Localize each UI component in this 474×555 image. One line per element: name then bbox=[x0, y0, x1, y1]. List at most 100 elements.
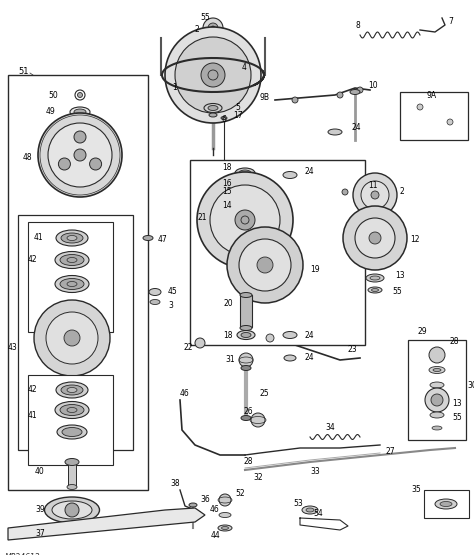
Ellipse shape bbox=[61, 233, 83, 243]
Text: 41: 41 bbox=[33, 234, 43, 243]
Circle shape bbox=[165, 27, 261, 123]
Ellipse shape bbox=[370, 276, 380, 280]
Circle shape bbox=[75, 90, 85, 100]
Text: 55: 55 bbox=[200, 13, 210, 23]
Ellipse shape bbox=[440, 502, 452, 507]
Text: 8: 8 bbox=[356, 21, 360, 29]
Bar bbox=[28, 375, 113, 465]
Text: 32: 32 bbox=[253, 472, 263, 482]
Ellipse shape bbox=[67, 235, 77, 240]
Circle shape bbox=[74, 131, 86, 143]
Text: 46: 46 bbox=[180, 388, 190, 397]
Circle shape bbox=[90, 158, 101, 170]
Text: 26: 26 bbox=[243, 407, 253, 416]
Circle shape bbox=[64, 330, 80, 346]
Ellipse shape bbox=[149, 289, 161, 295]
Text: 9B: 9B bbox=[260, 93, 270, 103]
Text: 50: 50 bbox=[48, 90, 58, 99]
Text: 33: 33 bbox=[310, 467, 320, 477]
Text: 52: 52 bbox=[235, 490, 245, 498]
Ellipse shape bbox=[432, 426, 442, 430]
Ellipse shape bbox=[430, 412, 444, 418]
Text: 55: 55 bbox=[392, 286, 402, 295]
Text: 43: 43 bbox=[8, 344, 18, 352]
Ellipse shape bbox=[241, 332, 251, 337]
Bar bbox=[400, 92, 468, 140]
Circle shape bbox=[353, 173, 397, 217]
Ellipse shape bbox=[57, 425, 87, 439]
Circle shape bbox=[74, 149, 86, 161]
Text: 28: 28 bbox=[243, 457, 253, 467]
Circle shape bbox=[208, 23, 218, 33]
Text: 48: 48 bbox=[22, 154, 32, 163]
Text: 20: 20 bbox=[223, 300, 233, 309]
Text: 13: 13 bbox=[452, 398, 462, 407]
Ellipse shape bbox=[70, 107, 90, 117]
Ellipse shape bbox=[74, 109, 86, 115]
Circle shape bbox=[371, 191, 379, 199]
Circle shape bbox=[203, 18, 223, 38]
Text: 13: 13 bbox=[395, 270, 405, 280]
Bar bbox=[68, 462, 76, 487]
Text: 24: 24 bbox=[305, 354, 315, 362]
Ellipse shape bbox=[240, 325, 252, 330]
Ellipse shape bbox=[204, 103, 222, 113]
Ellipse shape bbox=[368, 287, 382, 293]
Ellipse shape bbox=[306, 508, 314, 512]
Ellipse shape bbox=[237, 330, 255, 340]
Text: 53: 53 bbox=[293, 500, 303, 508]
Circle shape bbox=[257, 257, 273, 273]
Ellipse shape bbox=[60, 405, 84, 416]
Ellipse shape bbox=[236, 179, 254, 187]
Ellipse shape bbox=[55, 251, 89, 269]
Circle shape bbox=[447, 119, 453, 125]
Circle shape bbox=[58, 158, 71, 170]
Ellipse shape bbox=[235, 168, 255, 178]
Text: 10: 10 bbox=[368, 80, 378, 89]
Ellipse shape bbox=[189, 503, 197, 507]
Circle shape bbox=[208, 70, 218, 80]
Bar bbox=[190, 160, 365, 345]
Bar bbox=[8, 75, 148, 490]
Ellipse shape bbox=[67, 281, 77, 286]
Ellipse shape bbox=[56, 230, 88, 246]
Text: 35: 35 bbox=[411, 486, 421, 495]
Circle shape bbox=[78, 93, 82, 98]
Text: 25: 25 bbox=[260, 388, 270, 397]
Circle shape bbox=[219, 494, 231, 506]
Text: 18: 18 bbox=[223, 330, 233, 340]
Ellipse shape bbox=[302, 506, 318, 514]
Ellipse shape bbox=[221, 117, 227, 119]
Text: 40: 40 bbox=[35, 467, 45, 477]
Circle shape bbox=[195, 338, 205, 348]
Text: 36: 36 bbox=[200, 496, 210, 504]
Text: MP24612: MP24612 bbox=[5, 553, 41, 555]
Circle shape bbox=[175, 37, 251, 113]
Text: 18: 18 bbox=[222, 164, 232, 173]
Bar bbox=[424, 490, 469, 518]
Ellipse shape bbox=[241, 416, 251, 421]
Ellipse shape bbox=[143, 235, 153, 240]
Circle shape bbox=[46, 312, 98, 364]
Circle shape bbox=[65, 503, 79, 517]
Text: 31: 31 bbox=[225, 356, 235, 365]
Text: 46: 46 bbox=[210, 506, 220, 514]
Circle shape bbox=[227, 227, 303, 303]
Text: 45: 45 bbox=[168, 287, 178, 296]
Ellipse shape bbox=[239, 170, 251, 176]
Text: 14: 14 bbox=[222, 200, 232, 209]
Circle shape bbox=[241, 216, 249, 224]
Ellipse shape bbox=[284, 355, 296, 361]
Text: 3: 3 bbox=[168, 300, 173, 310]
Ellipse shape bbox=[240, 194, 250, 199]
Text: 37: 37 bbox=[35, 529, 45, 538]
Bar bbox=[240, 196, 250, 216]
Text: 27: 27 bbox=[385, 447, 395, 457]
Text: 11: 11 bbox=[368, 180, 377, 189]
Text: 22: 22 bbox=[183, 344, 193, 352]
Circle shape bbox=[431, 394, 443, 406]
Text: 28: 28 bbox=[450, 337, 459, 346]
Ellipse shape bbox=[67, 258, 77, 263]
Circle shape bbox=[239, 353, 253, 367]
Ellipse shape bbox=[219, 512, 231, 517]
